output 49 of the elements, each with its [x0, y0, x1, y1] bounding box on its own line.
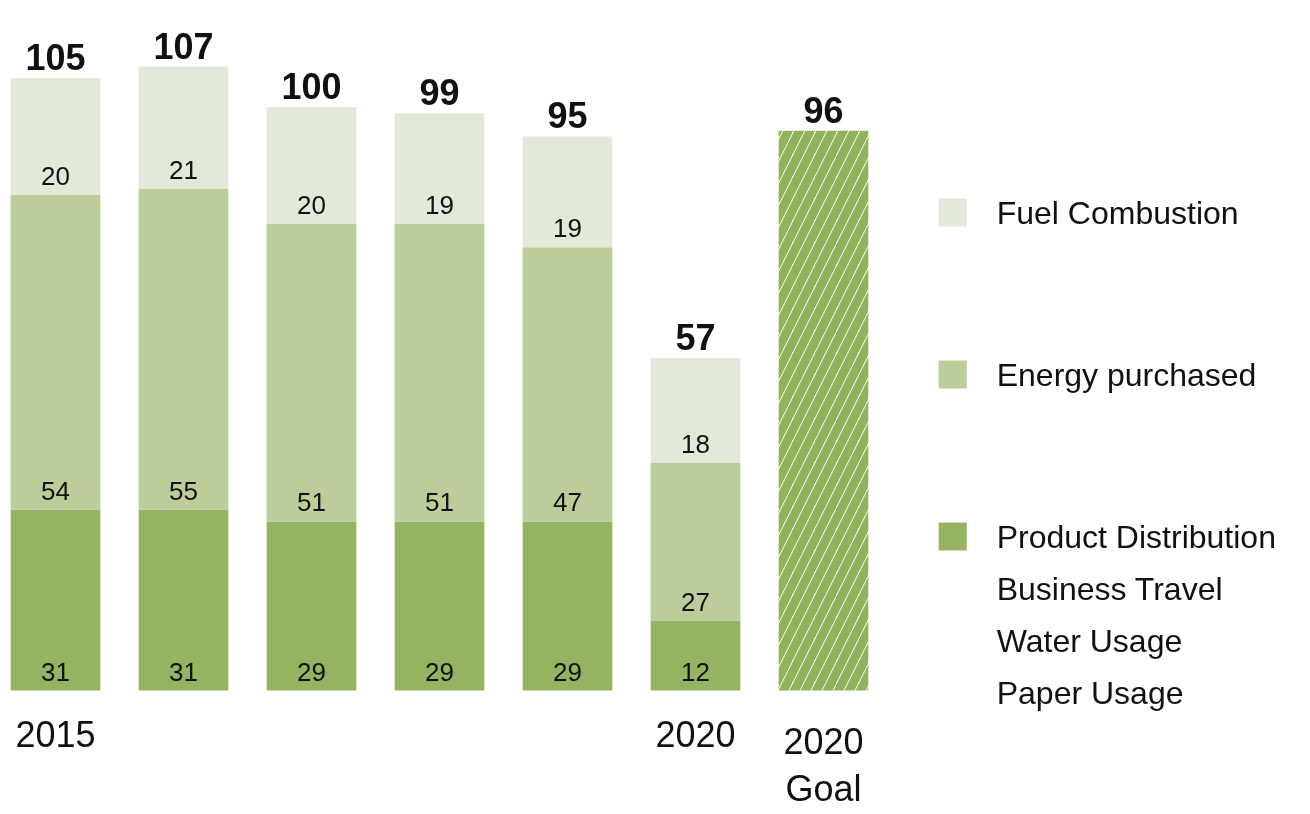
- bar: [10, 509, 101, 691]
- total-label: 105: [25, 37, 86, 79]
- data-label: 18: [681, 429, 710, 460]
- bar: [266, 223, 357, 522]
- data-label: 27: [681, 586, 710, 617]
- x-tick-label: 2015: [15, 713, 96, 755]
- data-label: 20: [297, 189, 326, 220]
- bar: [10, 194, 101, 510]
- data-label: 29: [297, 656, 326, 687]
- bar: [394, 223, 485, 522]
- total-label: 57: [675, 317, 716, 359]
- total-label: 100: [281, 66, 342, 108]
- total-label: 95: [547, 95, 588, 137]
- bar: [522, 136, 613, 248]
- total-label: 96: [803, 89, 844, 131]
- legend-label: Product Distribution Business Travel Water Usage Paper Usage: [996, 518, 1276, 712]
- x-tick-label: 2020: [655, 713, 736, 755]
- bar: [650, 463, 741, 621]
- bar: [266, 107, 357, 224]
- bar: [138, 188, 229, 510]
- data-label: 54: [41, 475, 70, 506]
- legend-label: Fuel Combustion: [996, 194, 1239, 231]
- data-label: 51: [425, 487, 454, 518]
- bar: [522, 521, 613, 691]
- data-label: 20: [41, 160, 70, 191]
- data-label: 29: [553, 656, 582, 687]
- bar: [138, 509, 229, 691]
- total-label: 99: [419, 72, 460, 114]
- data-label: 55: [169, 475, 198, 506]
- bar: [650, 620, 741, 691]
- total-label: 107: [153, 25, 214, 67]
- data-label: 12: [681, 656, 710, 687]
- bar: [522, 247, 613, 522]
- data-label: 21: [169, 154, 198, 185]
- data-label: 31: [169, 656, 198, 687]
- data-label: 19: [553, 213, 582, 244]
- data-label: 51: [297, 487, 326, 518]
- bar: [10, 78, 101, 195]
- bar: [138, 66, 229, 189]
- data-label: 47: [553, 487, 582, 518]
- bar: [394, 521, 485, 691]
- bar: [650, 358, 741, 464]
- data-label: 31: [41, 656, 70, 687]
- data-label: 19: [425, 189, 454, 220]
- data-label: 29: [425, 656, 454, 687]
- x-tick-label: 2020 Goal: [783, 720, 864, 809]
- bar: [394, 113, 485, 224]
- bar: [266, 521, 357, 691]
- legend-label: Energy purchased: [996, 356, 1257, 393]
